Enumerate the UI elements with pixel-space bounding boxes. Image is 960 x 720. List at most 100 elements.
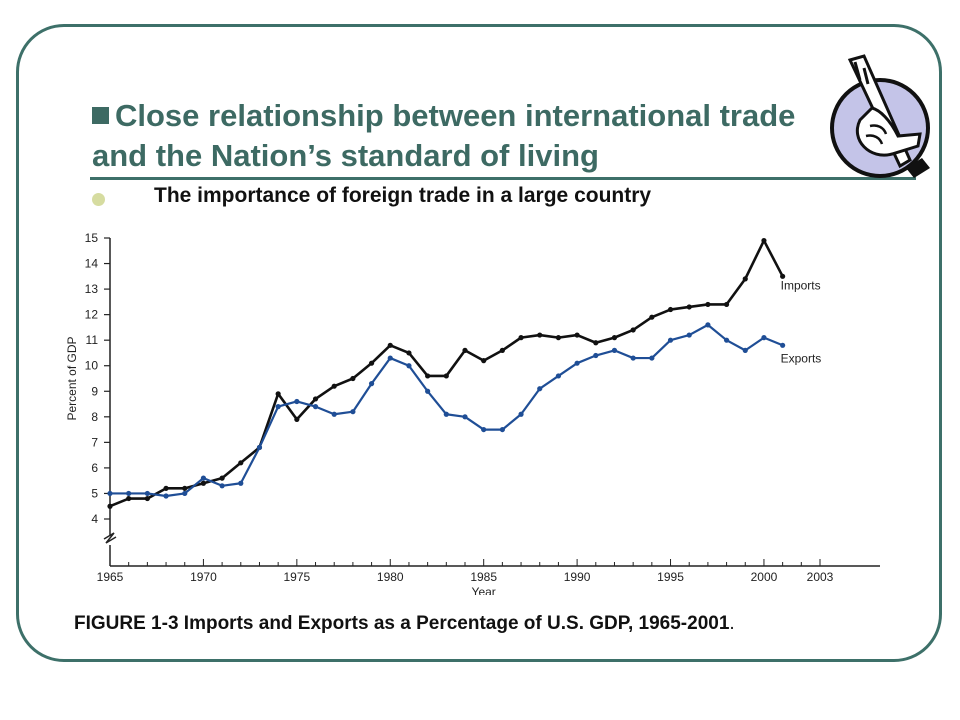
exports-point: [518, 411, 524, 417]
figure-caption-text: FIGURE 1-3 Imports and Exports as a Perc…: [74, 613, 730, 634]
x-tick-label: 1965: [97, 570, 124, 584]
imports-point: [312, 396, 319, 402]
exports-point: [294, 398, 300, 405]
exports-point: [219, 483, 225, 489]
slide-subtitle: The importance of foreign trade in a lar…: [154, 184, 652, 207]
imports-point: [387, 342, 393, 348]
exports-series-label: Exports: [781, 351, 822, 365]
exports-point: [761, 335, 767, 341]
axis-break-mark: [103, 532, 117, 544]
exports-point: [574, 360, 580, 366]
exports-point: [406, 363, 412, 369]
trade-line-chart: 4 5 6 7 8 9 10 11 12 13 14 15 1965 1970 1975 1980 1985 19…: [65, 231, 880, 595]
exports-point: [649, 355, 655, 361]
exports-point: [667, 337, 674, 343]
exports-point: [443, 411, 449, 417]
imports-point: [649, 314, 655, 320]
x-axis-title: Year: [472, 585, 496, 595]
title-divider: [90, 177, 916, 180]
imports-point: [742, 276, 748, 282]
slide-title-text: Close relationship between international…: [92, 98, 796, 173]
imports-point: [499, 347, 505, 353]
imports-point: [144, 495, 150, 502]
x-tick-label: 1995: [657, 570, 684, 584]
exports-point: [723, 337, 730, 343]
exports-point: [200, 475, 207, 481]
y-tick-label: 4: [91, 512, 98, 526]
exports-point: [238, 480, 244, 486]
slide-frame: [16, 24, 942, 662]
y-tick-label: 14: [85, 257, 99, 271]
exports-point: [144, 490, 150, 497]
y-tick-label: 10: [85, 359, 99, 373]
imports-point: [368, 360, 375, 366]
imports-point: [294, 416, 300, 422]
x-tick-label: 1985: [470, 570, 497, 584]
imports-point: [275, 391, 281, 397]
imports-point: [219, 475, 225, 481]
imports-point: [686, 304, 692, 310]
exports-point: [686, 332, 692, 338]
exports-point: [462, 414, 468, 420]
y-tick-label: 6: [91, 461, 98, 475]
imports-point: [350, 375, 356, 382]
figure-caption-period: .: [729, 613, 735, 634]
imports-point: [126, 495, 132, 502]
x-tick-label: 2000: [751, 570, 778, 584]
y-tick-label: 13: [85, 282, 99, 296]
y-tick-label: 7: [91, 435, 98, 449]
imports-point: [481, 358, 487, 364]
exports-point: [368, 381, 375, 387]
y-tick-label: 9: [91, 384, 98, 398]
imports-point: [555, 335, 562, 341]
imports-point: [705, 301, 711, 308]
exports-point: [331, 411, 337, 417]
exports-point: [425, 388, 431, 394]
imports-point: [630, 327, 636, 333]
imports-point: [518, 335, 524, 341]
exports-point: [611, 347, 618, 353]
exports-point: [593, 352, 599, 359]
imports-point: [780, 273, 786, 279]
x-tick-label: 1990: [564, 570, 591, 584]
y-axis-title: Percent of GDP: [65, 336, 79, 420]
imports-point: [107, 503, 113, 509]
imports-point: [723, 301, 730, 308]
imports-point: [163, 485, 169, 491]
slide-title: Close relationship between international…: [92, 96, 832, 176]
exports-point: [163, 493, 169, 499]
y-tick-label: 15: [85, 231, 99, 245]
exports-point: [742, 347, 748, 353]
imports-point: [593, 340, 599, 346]
x-tick-label: 1970: [190, 570, 217, 584]
exports-point: [107, 490, 113, 497]
imports-series-label: Imports: [781, 278, 821, 292]
x-tick-label: 1975: [283, 570, 310, 584]
y-tick-label: 5: [91, 486, 98, 500]
imports-point: [462, 347, 468, 353]
figure-caption: FIGURE 1-3 Imports and Exports as a Perc…: [74, 613, 735, 635]
imports-point: [406, 350, 412, 356]
imports-point: [331, 383, 337, 389]
y-tick-label: 12: [85, 308, 99, 322]
imports-point: [761, 237, 767, 244]
exports-point: [481, 426, 487, 433]
imports-point: [200, 480, 207, 486]
exports-point: [555, 373, 562, 379]
exports-point: [630, 355, 636, 361]
hand-holding-key-icon: [830, 54, 930, 178]
imports-point: [611, 335, 618, 341]
exports-point: [126, 490, 132, 497]
exports-point: [275, 404, 281, 410]
imports-point: [667, 306, 674, 313]
imports-point: [574, 332, 580, 338]
exports-point: [350, 409, 356, 415]
square-bullet-icon: [92, 107, 109, 124]
x-tick-label: 2003: [807, 570, 834, 584]
imports-point: [537, 332, 543, 338]
x-tick-label: 1980: [377, 570, 404, 584]
exports-point: [256, 444, 263, 451]
exports-point: [499, 426, 505, 433]
exports-point: [537, 386, 543, 392]
imports-point: [238, 460, 244, 466]
